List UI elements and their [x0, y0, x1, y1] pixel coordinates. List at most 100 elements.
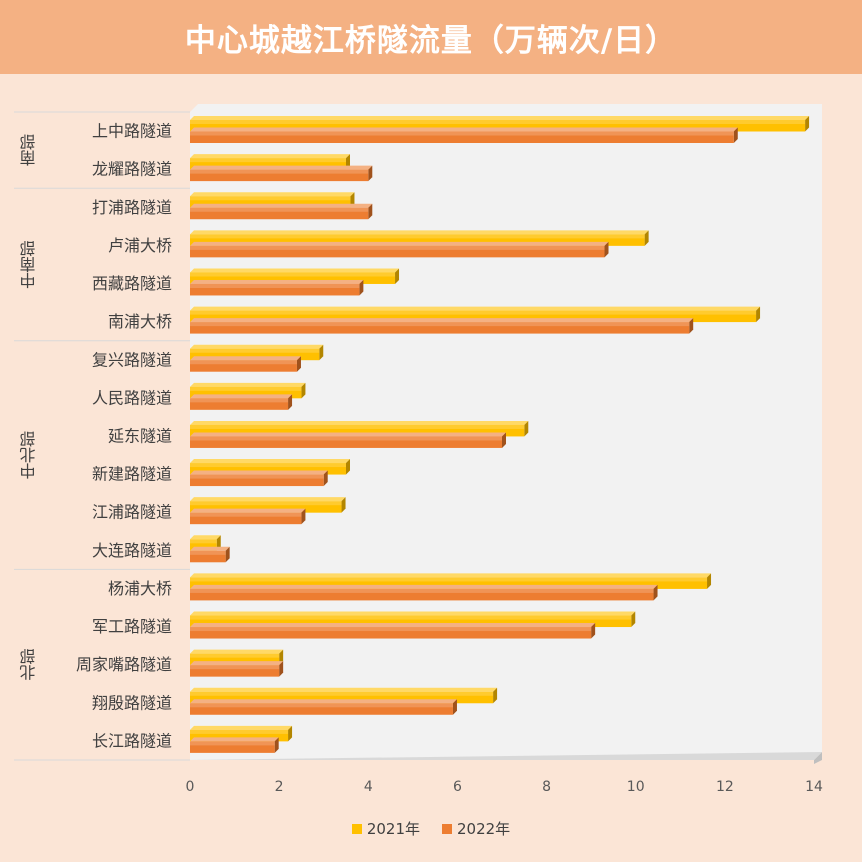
bar-highlight — [190, 463, 346, 468]
bar-top-2021 — [190, 230, 649, 235]
bar-highlight — [190, 234, 645, 239]
x-tick-label: 10 — [627, 779, 645, 795]
bar-highlight — [190, 691, 494, 696]
bar-2021 — [190, 615, 632, 628]
category-label: 延东隧道 — [108, 427, 172, 446]
bar-highlight — [190, 665, 280, 670]
bar-top-2021 — [190, 649, 284, 654]
bar-end-2021 — [301, 382, 306, 399]
title-bar: 中心城越江桥隧流量（万辆次/日） — [0, 0, 862, 74]
chart-title: 中心城越江桥隧流量（万辆次/日） — [184, 22, 678, 59]
bar-end-2022 — [502, 432, 506, 448]
x-tick-label: 6 — [453, 779, 462, 795]
category-label: 西藏路隧道 — [92, 274, 172, 293]
bar-highlight — [190, 436, 502, 441]
bar-top-2022 — [190, 470, 328, 475]
bar-end-2022 — [296, 356, 301, 372]
bar-top-2021 — [190, 344, 324, 349]
bar-highlight — [190, 653, 280, 658]
bar-top-2022 — [190, 546, 230, 551]
x-tick-label: 14 — [805, 779, 823, 795]
bar-end-2022 — [733, 127, 738, 143]
legend-item-2022: 2022年 — [442, 818, 510, 839]
legend-swatch-2021 — [351, 823, 362, 834]
bar-top-2021 — [190, 687, 498, 692]
x-tick-label: 4 — [364, 779, 373, 795]
bar-end-2021 — [493, 687, 498, 704]
bar-top-2022 — [190, 737, 279, 742]
bar-highlight — [190, 158, 346, 163]
bar-highlight — [190, 245, 605, 250]
bar-top-2021 — [190, 573, 712, 578]
bar-2022 — [190, 207, 369, 220]
bar-highlight — [190, 120, 806, 125]
bar-highlight — [190, 577, 708, 582]
bar-2021 — [190, 120, 806, 132]
bar-top-2021 — [190, 420, 529, 425]
bar-2022 — [190, 322, 690, 334]
category-label: 复兴路隧道 — [92, 350, 172, 369]
bar-highlight — [190, 348, 320, 353]
bar-2021 — [190, 348, 320, 361]
bar-highlight — [190, 360, 297, 365]
bar-top-2021 — [190, 535, 221, 540]
bar-highlight — [190, 272, 396, 277]
bar-2021 — [190, 272, 396, 284]
bar-end-2021 — [644, 230, 649, 246]
bar-highlight — [190, 729, 289, 734]
bar-top-2022 — [190, 584, 658, 589]
bar-end-2021 — [395, 268, 400, 284]
bar-top-2022 — [190, 394, 293, 399]
bar-2022 — [190, 741, 275, 753]
x-tick-label: 0 — [186, 779, 195, 795]
bar-end-2022 — [225, 546, 230, 563]
bar-2022 — [190, 588, 654, 601]
bar-top-2022 — [190, 661, 284, 666]
bar-top-2021 — [190, 268, 400, 273]
category-label: 大连路隧道 — [92, 541, 172, 560]
bar-2022 — [190, 474, 324, 487]
x-tick-label: 12 — [716, 779, 734, 795]
bar-highlight — [190, 474, 324, 479]
bar-2022 — [190, 360, 297, 372]
bar-2021 — [190, 386, 302, 399]
plot-floor-edge — [814, 752, 822, 764]
bar-highlight — [190, 627, 592, 632]
bar-end-2021 — [707, 573, 712, 589]
group-label: 中北部 — [20, 431, 39, 479]
bar-highlight — [190, 512, 302, 517]
category-label: 人民路隧道 — [92, 388, 172, 407]
bar-2021 — [190, 691, 494, 704]
bar-2021 — [190, 234, 645, 246]
bar-2021 — [190, 653, 280, 666]
plot-floor — [188, 752, 822, 760]
bar-end-2022 — [604, 241, 609, 258]
bar-2022 — [190, 169, 369, 182]
bar-end-2022 — [368, 165, 373, 182]
bar-highlight — [190, 424, 525, 429]
bar-top-2022 — [190, 127, 738, 132]
category-label: 长江路隧道 — [92, 731, 172, 750]
category-label: 周家嘴路隧道 — [76, 655, 172, 674]
category-label: 南浦大桥 — [108, 312, 172, 331]
bar-highlight — [190, 741, 275, 746]
bar-end-2021 — [756, 306, 761, 323]
bar-top-2022 — [190, 241, 609, 246]
bar-end-2021 — [319, 344, 324, 361]
bar-end-2021 — [288, 725, 293, 742]
bar-end-2022 — [323, 470, 328, 487]
group-label: 北部 — [20, 649, 39, 681]
bar-highlight — [190, 207, 369, 212]
bar-top-2021 — [190, 192, 355, 197]
bar-end-2022 — [274, 737, 279, 753]
bar-2022 — [190, 283, 360, 296]
category-label: 杨浦大桥 — [108, 579, 172, 598]
bar-2021 — [190, 729, 289, 742]
bar-end-2022 — [279, 661, 284, 677]
legend: 2021年 2022年 — [0, 818, 862, 839]
bar-top-2022 — [190, 165, 373, 170]
bar-end-2022 — [368, 203, 373, 220]
bar-top-2021 — [190, 154, 350, 159]
bar-2021 — [190, 463, 346, 475]
bar-top-2022 — [190, 699, 457, 704]
